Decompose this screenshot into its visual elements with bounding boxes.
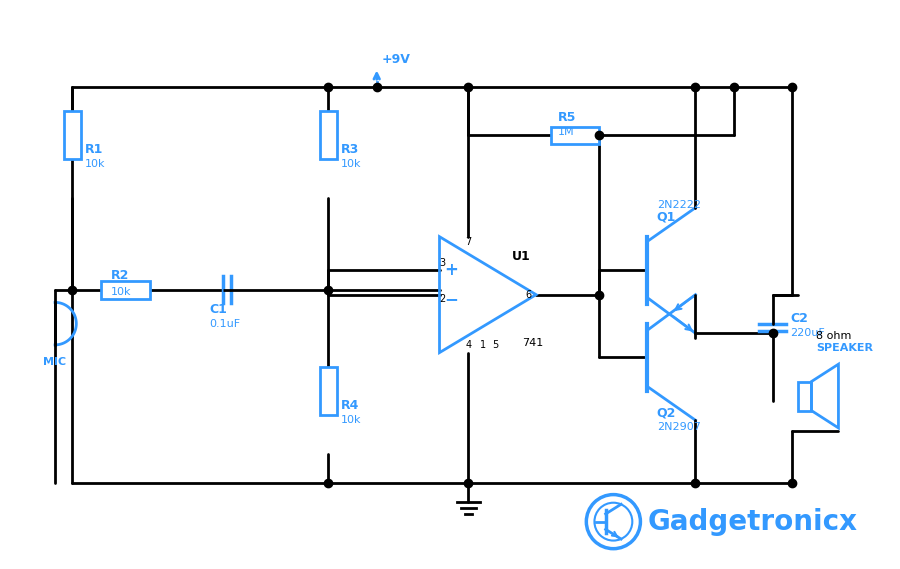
Text: 2N2222: 2N2222 <box>657 200 701 210</box>
Text: 4: 4 <box>465 340 472 350</box>
Bar <box>64 111 81 159</box>
Text: 10k: 10k <box>341 415 362 425</box>
Text: 2N2907: 2N2907 <box>657 422 701 432</box>
Bar <box>320 111 338 159</box>
Text: 0.1uF: 0.1uF <box>210 319 240 329</box>
Bar <box>102 281 149 299</box>
Text: 3: 3 <box>439 258 446 268</box>
Bar <box>798 382 812 411</box>
Text: 10k: 10k <box>85 159 105 169</box>
Text: +9V: +9V <box>382 53 410 67</box>
Text: 1M: 1M <box>558 127 575 137</box>
Text: 6: 6 <box>526 290 531 300</box>
Text: SPEAKER: SPEAKER <box>816 343 873 353</box>
Text: 7: 7 <box>465 237 472 246</box>
Text: MIC: MIC <box>43 357 67 367</box>
Text: 2: 2 <box>439 295 446 304</box>
Text: U1: U1 <box>512 249 531 262</box>
Text: 741: 741 <box>522 338 543 348</box>
Text: 10k: 10k <box>111 287 131 297</box>
Text: 5: 5 <box>492 340 499 350</box>
Text: +: + <box>445 262 458 279</box>
Bar <box>320 367 338 415</box>
Text: R2: R2 <box>111 269 130 282</box>
Text: R3: R3 <box>341 143 359 156</box>
Text: R4: R4 <box>341 399 359 412</box>
Text: R1: R1 <box>85 143 104 156</box>
Bar <box>551 126 598 144</box>
Text: C2: C2 <box>790 312 808 325</box>
Text: Q2: Q2 <box>657 407 676 420</box>
Text: C1: C1 <box>210 303 228 316</box>
Text: Gadgetronicx: Gadgetronicx <box>647 508 857 535</box>
Text: 220uF: 220uF <box>790 328 825 339</box>
Text: R5: R5 <box>558 112 577 125</box>
Text: 1: 1 <box>480 340 486 350</box>
Text: 10k: 10k <box>341 159 362 169</box>
Text: −: − <box>445 290 458 308</box>
Text: Q1: Q1 <box>657 211 676 224</box>
Text: 8 ohm: 8 ohm <box>816 331 851 341</box>
